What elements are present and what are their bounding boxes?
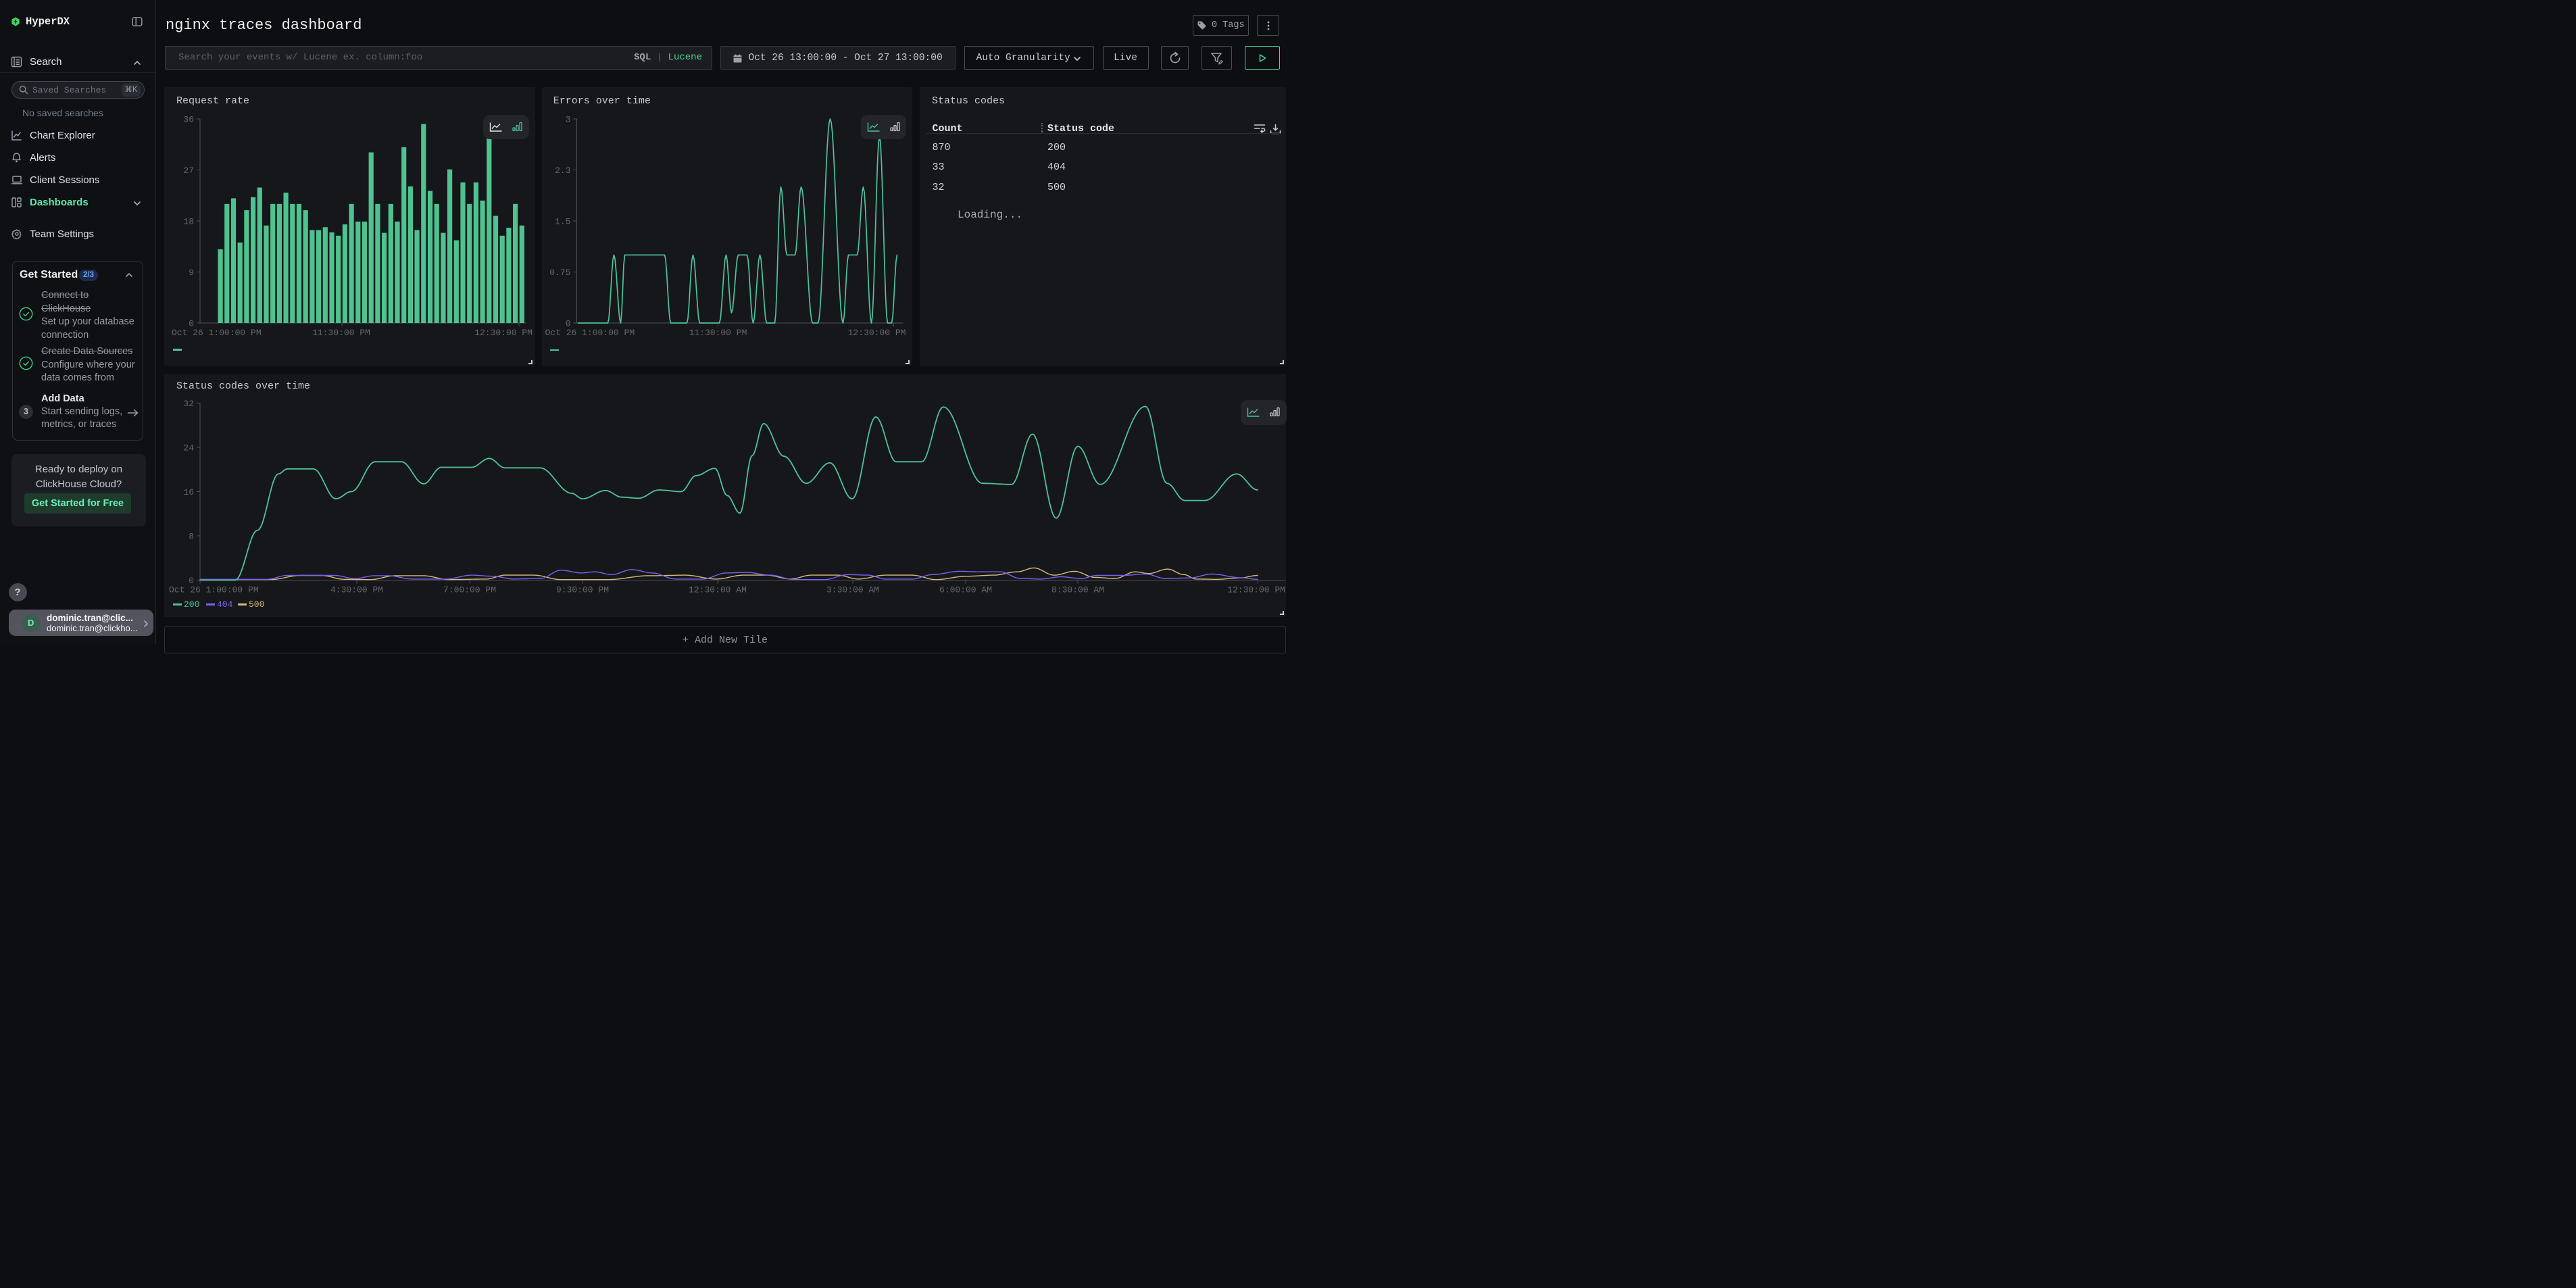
svg-text:0: 0 [189,319,194,329]
svg-text:7:00:00 PM: 7:00:00 PM [443,585,496,595]
svg-text:Oct 26 1:00:00 PM: Oct 26 1:00:00 PM [172,328,262,338]
svg-text:Oct 26 1:00:00 PM: Oct 26 1:00:00 PM [169,585,259,595]
svg-text:0: 0 [565,319,570,329]
svg-text:12:30:00 PM: 12:30:00 PM [1227,585,1285,595]
svg-text:12:30:00 AM: 12:30:00 AM [689,585,747,595]
svg-text:18: 18 [183,217,194,227]
svg-text:Oct 26 1:00:00 PM: Oct 26 1:00:00 PM [545,328,635,338]
svg-text:12:30:00 PM: 12:30:00 PM [847,328,906,338]
svg-text:11:30:00 PM: 11:30:00 PM [312,328,370,338]
svg-text:8:30:00 AM: 8:30:00 AM [1051,585,1104,595]
svg-text:1.5: 1.5 [555,217,570,227]
svg-text:16: 16 [183,487,194,497]
svg-text:36: 36 [183,115,194,125]
svg-text:2.3: 2.3 [555,166,570,176]
svg-text:24: 24 [183,443,194,453]
svg-text:11:30:00 PM: 11:30:00 PM [689,328,747,338]
svg-text:0: 0 [189,576,194,586]
svg-text:8: 8 [189,532,194,542]
svg-text:3: 3 [565,115,570,125]
svg-text:9: 9 [189,268,194,278]
svg-text:9:30:00 PM: 9:30:00 PM [556,585,609,595]
svg-text:6:00:00 AM: 6:00:00 AM [939,585,992,595]
svg-text:27: 27 [183,166,194,176]
svg-text:12:30:00 PM: 12:30:00 PM [474,328,532,338]
svg-text:32: 32 [183,399,194,409]
svg-text:0.75: 0.75 [549,268,570,278]
svg-text:3:30:00 AM: 3:30:00 AM [826,585,879,595]
svg-text:4:30:00 PM: 4:30:00 PM [330,585,383,595]
